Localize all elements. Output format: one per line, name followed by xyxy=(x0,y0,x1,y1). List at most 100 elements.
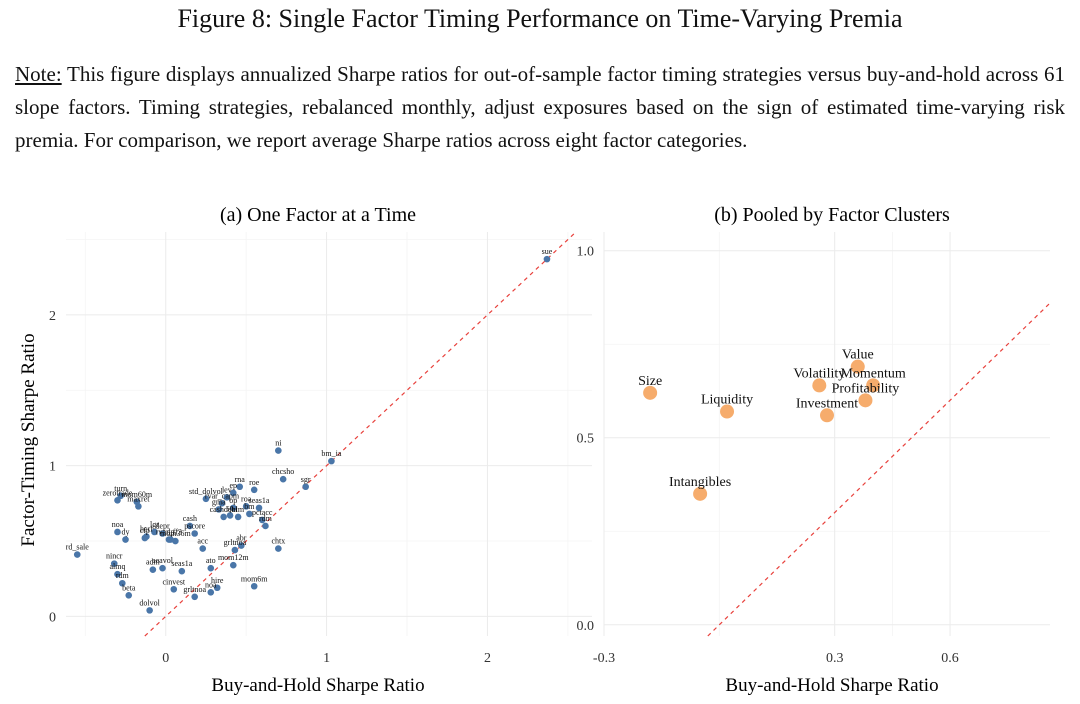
data-point xyxy=(199,545,207,552)
data-point xyxy=(328,457,335,465)
figure-title: Figure 8: Single Factor Timing Performan… xyxy=(177,4,903,33)
data-point-label: beta xyxy=(122,583,136,592)
data-point xyxy=(149,566,157,573)
data-point xyxy=(236,483,244,491)
data-point xyxy=(146,607,153,614)
data-point-label: alm xyxy=(232,505,245,514)
data-point xyxy=(275,447,282,454)
panel-a-title: (a) One Factor at a Time xyxy=(220,204,416,226)
panel-b-points: Value VolatilityMomentumProfitabilityInve… xyxy=(638,348,906,501)
data-point-label: mom60m xyxy=(121,490,152,499)
data-point-label: mom12m xyxy=(218,553,249,562)
data-point xyxy=(820,408,834,423)
data-point xyxy=(167,536,174,543)
data-point-label: mom6m xyxy=(241,574,268,583)
data-point xyxy=(202,495,210,503)
data-point-label: zerotrade xyxy=(103,488,133,497)
data-point-label: Liquidity xyxy=(701,393,753,408)
data-point-label: seas1a xyxy=(249,496,270,505)
data-point xyxy=(191,593,198,601)
data-point xyxy=(693,486,708,501)
y-tick-label: 0.0 xyxy=(577,619,595,634)
data-point xyxy=(218,500,226,507)
data-point xyxy=(229,561,237,569)
data-point xyxy=(543,255,551,263)
data-point-label: adm xyxy=(146,558,161,567)
data-point-label: Investment xyxy=(796,396,858,411)
data-point-label: ep xyxy=(230,481,238,490)
data-point-label: lgr xyxy=(150,520,159,529)
data-point-label: rvar_ff3 xyxy=(156,528,182,537)
data-point-label: dolvol xyxy=(139,598,160,607)
data-point-label: hire xyxy=(211,576,224,585)
data-point-label: sp xyxy=(227,503,234,512)
data-point xyxy=(114,570,121,578)
data-point-label: lev xyxy=(222,485,232,494)
reference-line-y-equals-x xyxy=(144,231,577,637)
data-point-label: sue xyxy=(542,247,553,256)
x-tick-label: 0 xyxy=(162,651,169,666)
y-tick-label: 2 xyxy=(49,309,56,324)
data-point xyxy=(250,582,258,590)
data-point-label: Profitability xyxy=(832,381,900,396)
data-point-label: cfp xyxy=(140,526,150,535)
panel-b-xlabel: Buy-and-Hold Sharpe Ratio xyxy=(725,675,938,696)
figure-note: Note: This figure displays annualized Sh… xyxy=(15,58,1065,157)
x-tick-label: 0.6 xyxy=(941,651,959,666)
data-point-label: rvar_capm xyxy=(205,491,240,500)
data-point xyxy=(73,551,81,558)
data-point xyxy=(125,591,133,599)
panel-b-grid xyxy=(603,232,1050,636)
data-point-label: grltnoa xyxy=(224,538,247,547)
data-point xyxy=(215,506,223,513)
data-point-label: rdm xyxy=(116,571,130,580)
data-point-label: Intangibles xyxy=(669,475,731,490)
data-point xyxy=(812,378,827,393)
data-point-label: Momentum xyxy=(840,366,905,381)
panel-b-reference-line xyxy=(707,302,1051,637)
data-point xyxy=(255,504,263,512)
data-point-label: rna xyxy=(235,475,246,484)
data-point xyxy=(114,528,121,536)
panel-a: (a) One Factor at a Time sue ni bm_iachcsh… xyxy=(18,204,592,696)
data-point xyxy=(302,483,309,491)
data-point-label: cinvest xyxy=(162,577,185,586)
data-point-label: pscore xyxy=(184,521,205,530)
data-point-label: gma xyxy=(212,497,226,506)
data-point-label: pctacc xyxy=(252,508,273,517)
data-point xyxy=(275,545,282,552)
data-point-label: Value xyxy=(842,348,874,363)
y-tick-label: 1.0 xyxy=(577,245,595,260)
x-tick-label: 0.3 xyxy=(826,651,844,666)
data-point xyxy=(213,584,221,592)
data-point xyxy=(643,385,658,400)
data-point-label: almq xyxy=(109,562,125,571)
panel-b-title: (b) Pooled by Factor Clusters xyxy=(714,204,950,226)
data-point-label: cash xyxy=(183,514,197,523)
note-label: Note: xyxy=(15,62,62,86)
data-point xyxy=(231,546,239,554)
data-point xyxy=(207,564,215,572)
data-point xyxy=(159,530,166,537)
data-point xyxy=(118,579,126,587)
data-point-label: noa xyxy=(205,580,217,589)
data-point-label: turn xyxy=(114,484,127,493)
data-point-label: chcsho xyxy=(272,467,294,476)
data-point-label: nincr xyxy=(106,552,123,561)
data-point-label: dp xyxy=(167,528,175,537)
data-point xyxy=(110,560,118,567)
data-point xyxy=(258,516,266,524)
data-point-label: chtx xyxy=(271,537,285,546)
data-point-label: mom36m xyxy=(160,529,191,538)
data-point xyxy=(246,510,253,518)
data-point xyxy=(135,503,142,510)
data-point-label: dy xyxy=(122,528,130,537)
data-point xyxy=(220,513,227,521)
panel-a-ylabel: Factor-Timing Sharpe Ratio xyxy=(18,333,39,546)
data-point-label: ato xyxy=(206,556,216,565)
data-point xyxy=(151,528,158,536)
data-point-label: aeavol xyxy=(152,556,174,565)
data-point xyxy=(720,404,735,419)
